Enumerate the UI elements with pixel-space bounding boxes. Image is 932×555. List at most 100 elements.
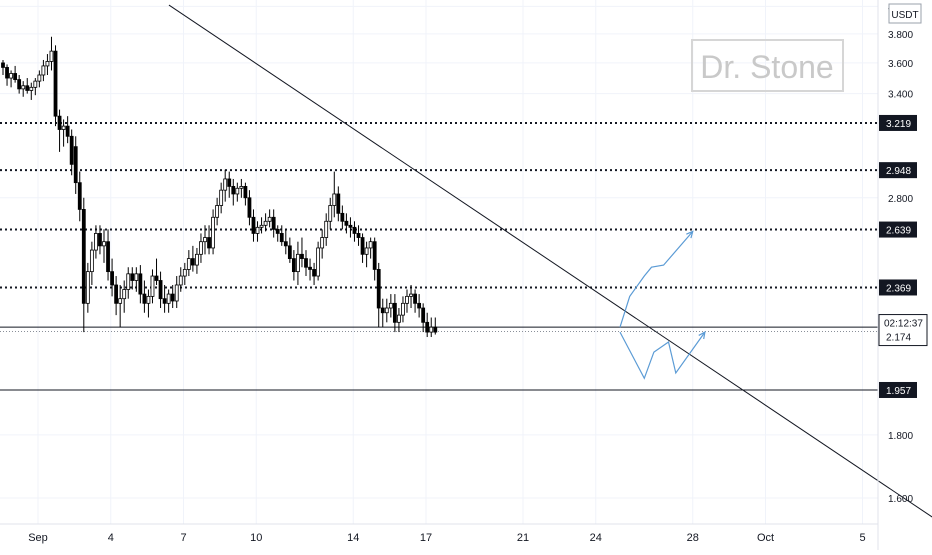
candle-body [356, 233, 361, 238]
candle-body [271, 216, 276, 230]
candle-body [259, 224, 264, 228]
candle-body [421, 307, 426, 323]
candle [401, 296, 405, 323]
candle [372, 237, 377, 281]
candle [45, 54, 50, 75]
candle-body [85, 271, 90, 304]
candle [37, 70, 42, 88]
candle-body [304, 258, 308, 268]
candle [296, 241, 300, 285]
candle-body [142, 293, 147, 304]
candle-body [98, 233, 102, 247]
candle-body [380, 307, 385, 314]
candle [122, 280, 127, 313]
x-tick-label: 4 [108, 532, 114, 544]
candle-body [195, 253, 199, 266]
candle-body [231, 186, 236, 195]
candle [57, 109, 62, 152]
candle [312, 262, 316, 285]
candle-body [409, 293, 413, 297]
candle-body [162, 298, 167, 304]
candle [142, 280, 147, 313]
candle-body [388, 302, 393, 309]
candle-body [360, 237, 365, 255]
candle-body [5, 67, 9, 79]
candle [33, 78, 38, 96]
candle-body [235, 187, 240, 195]
candle-body [9, 73, 13, 79]
candle-body [37, 74, 42, 82]
projection-path[interactable] [619, 231, 694, 328]
candle [154, 258, 159, 285]
x-tick-label: 17 [420, 532, 432, 544]
candle-body [21, 85, 26, 90]
candle-body [287, 245, 292, 259]
candle-body [102, 241, 106, 247]
candle [239, 178, 244, 198]
candle-body [215, 205, 220, 218]
candle [53, 45, 58, 127]
candle [17, 74, 22, 94]
candle [9, 70, 13, 88]
candle-body [110, 271, 114, 286]
candle [89, 241, 94, 285]
candle-body [25, 85, 30, 91]
candle-body [211, 216, 215, 249]
candle-body [154, 275, 159, 281]
candle [130, 267, 135, 290]
candle [223, 169, 228, 202]
candle-body [429, 326, 434, 333]
candle-body [77, 182, 82, 210]
projection-path[interactable] [619, 331, 706, 380]
candle [178, 267, 183, 292]
candle [360, 233, 365, 263]
candle [320, 229, 325, 259]
candle [219, 182, 224, 214]
x-tick-label: 21 [517, 532, 529, 544]
candle-body [57, 115, 62, 130]
candle [207, 225, 211, 255]
candle-body [291, 258, 296, 273]
candle-body [150, 275, 155, 297]
trendline[interactable] [168, 4, 932, 526]
candle [227, 171, 232, 198]
candle [1, 59, 5, 75]
candle-body [263, 220, 268, 226]
candle-body [417, 302, 422, 309]
candle [283, 229, 288, 255]
candle [118, 284, 123, 328]
candle [291, 250, 296, 281]
candle-body [45, 61, 50, 67]
candle-body [146, 295, 151, 304]
candle-body [223, 178, 228, 191]
candle-body [344, 220, 349, 226]
candle-body [178, 275, 183, 286]
candle-body [340, 212, 345, 222]
level-price-box [879, 162, 917, 179]
candle-body [126, 273, 131, 290]
candle [328, 197, 333, 230]
level-price-box [879, 114, 917, 131]
candle [388, 294, 393, 318]
x-axis-labels: Sep 4 7 10 14 17 21 24 28 Oct 5 [28, 532, 865, 544]
last-price-label: 2.174 [886, 333, 911, 344]
candle [392, 294, 397, 333]
candle-body [73, 146, 78, 184]
candle [41, 59, 46, 82]
candle [324, 213, 329, 246]
candles-layer [1, 36, 438, 338]
candle-body [364, 247, 369, 255]
candle [413, 289, 417, 313]
candle [49, 36, 54, 71]
candle-body [29, 86, 34, 91]
level-price-label: 2.369 [886, 283, 911, 294]
candle [405, 289, 409, 313]
candle [25, 78, 30, 94]
candle [344, 213, 349, 234]
candle-body [320, 237, 325, 249]
candle [352, 221, 357, 242]
y-tick-label: 2.800 [888, 194, 913, 205]
candle [85, 262, 90, 313]
x-tick-label: 10 [250, 532, 262, 544]
candle [211, 209, 215, 255]
